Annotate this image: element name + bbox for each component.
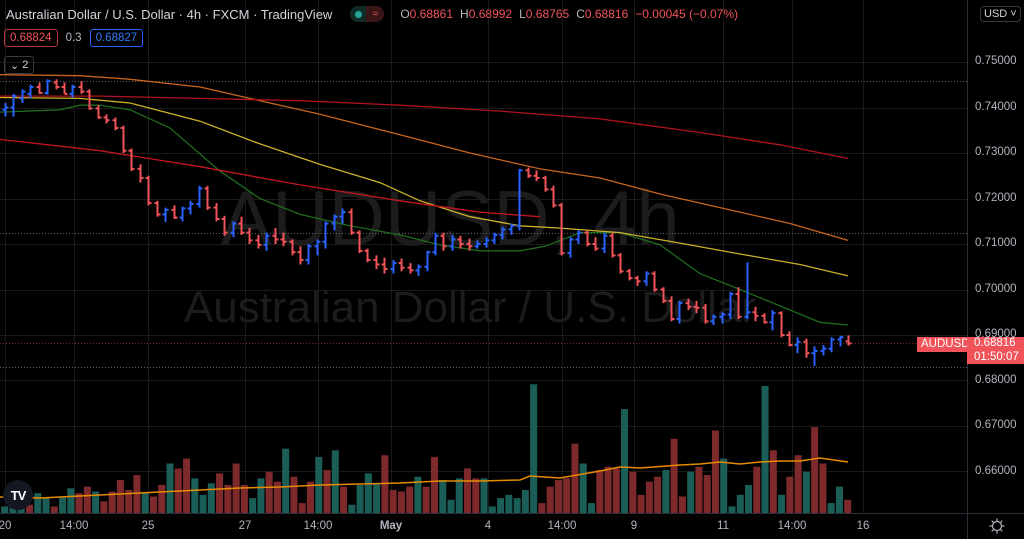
tradingview-logo[interactable]: TV — [3, 480, 33, 510]
price-tick-label: 0.66000 — [975, 464, 1017, 477]
price-tick-label: 0.74000 — [975, 100, 1017, 113]
low-label: L — [519, 7, 526, 21]
time-tick-label: 14:00 — [547, 520, 577, 532]
bar-countdown: 01:50:07 — [974, 350, 1019, 363]
ohlc-bars — [2, 79, 852, 366]
spread-value: 0.3 — [65, 32, 82, 44]
low-value: 0.68765 — [525, 7, 570, 21]
watermark-description: Australian Dollar / U.S. Dollar — [184, 283, 756, 332]
symbol-tag-label: AUDUSD — [921, 338, 970, 350]
time-tick-label: 11 — [717, 520, 729, 532]
close-value: 0.68816 — [584, 7, 629, 21]
currency-selector[interactable]: USD ˅ — [980, 6, 1021, 22]
price-tick-label: 0.67000 — [975, 419, 1017, 431]
last-price-value: 0.68816 — [974, 337, 1016, 349]
symbol-tag: AUDUSD — [917, 337, 970, 352]
market-open-icon — [350, 6, 367, 22]
price-tick-label: 0.68000 — [975, 373, 1017, 386]
open-label: O — [400, 7, 410, 21]
time-tick-label: 14:00 — [777, 520, 807, 532]
high-label: H — [460, 7, 469, 21]
price-tick-label: 0.73000 — [975, 146, 1017, 158]
change-value: −0.00045 (−0.07%) — [635, 7, 738, 21]
open-value: 0.68861 — [409, 7, 454, 21]
price-tick-label: 0.70000 — [975, 282, 1017, 295]
time-tick-label: 20 — [0, 520, 12, 532]
price-tick-label: 0.71000 — [975, 237, 1017, 249]
price-tick-label: 0.75000 — [975, 55, 1017, 67]
chevron-down-icon: ˅ — [1007, 8, 1017, 20]
symbol-watermark: AUDUSD, 4h Australian Dollar / U.S. Doll… — [184, 174, 756, 332]
indicator-legend-toggle[interactable]: ⌄ 2 — [4, 56, 35, 74]
high-value: 0.68992 — [468, 7, 513, 21]
close-label: C — [576, 7, 585, 21]
time-tick-label: 25 — [141, 520, 155, 532]
gear-icon[interactable] — [989, 518, 1005, 534]
currency-label: USD — [984, 8, 1008, 20]
indicator-count: 2 — [22, 59, 29, 71]
time-tick-label: 16 — [856, 520, 870, 532]
sell-button[interactable]: 0.68824 — [4, 29, 58, 47]
time-tick-label: 14:00 — [303, 520, 333, 532]
grid-lines — [0, 0, 967, 513]
chart-header: Australian Dollar / U.S. Dollar · 4h · F… — [6, 6, 738, 22]
moving-average-lines — [0, 74, 849, 326]
time-tick-label: 4 — [484, 520, 492, 532]
price-levels — [0, 81, 967, 368]
approx-icon: ≈ — [366, 6, 385, 22]
price-tick-label: 0.72000 — [975, 191, 1017, 204]
chart-title: Australian Dollar / U.S. Dollar · 4h · F… — [6, 6, 333, 22]
logo-text: TV — [10, 487, 27, 503]
time-tick-label: 14:00 — [59, 520, 89, 532]
market-status-toggle[interactable]: ≈ — [350, 6, 385, 22]
quote-panel: 0.68824 0.3 0.68827 — [4, 29, 144, 47]
time-tick-label: 27 — [238, 520, 252, 532]
time-tick-label: May — [379, 520, 403, 532]
time-tick-label: 9 — [630, 520, 638, 532]
chevron-down-icon: ⌄ — [10, 59, 20, 72]
last-price-tag: 0.68816 01:50:07 — [967, 337, 1024, 364]
volume-ma-line — [0, 457, 849, 499]
buy-button[interactable]: 0.68827 — [89, 29, 144, 47]
watermark-symbol: AUDUSD, 4h — [220, 174, 679, 262]
ohlc-values: O0.68861 H0.68992 L0.68765 C0.68816 −0.0… — [400, 7, 738, 21]
